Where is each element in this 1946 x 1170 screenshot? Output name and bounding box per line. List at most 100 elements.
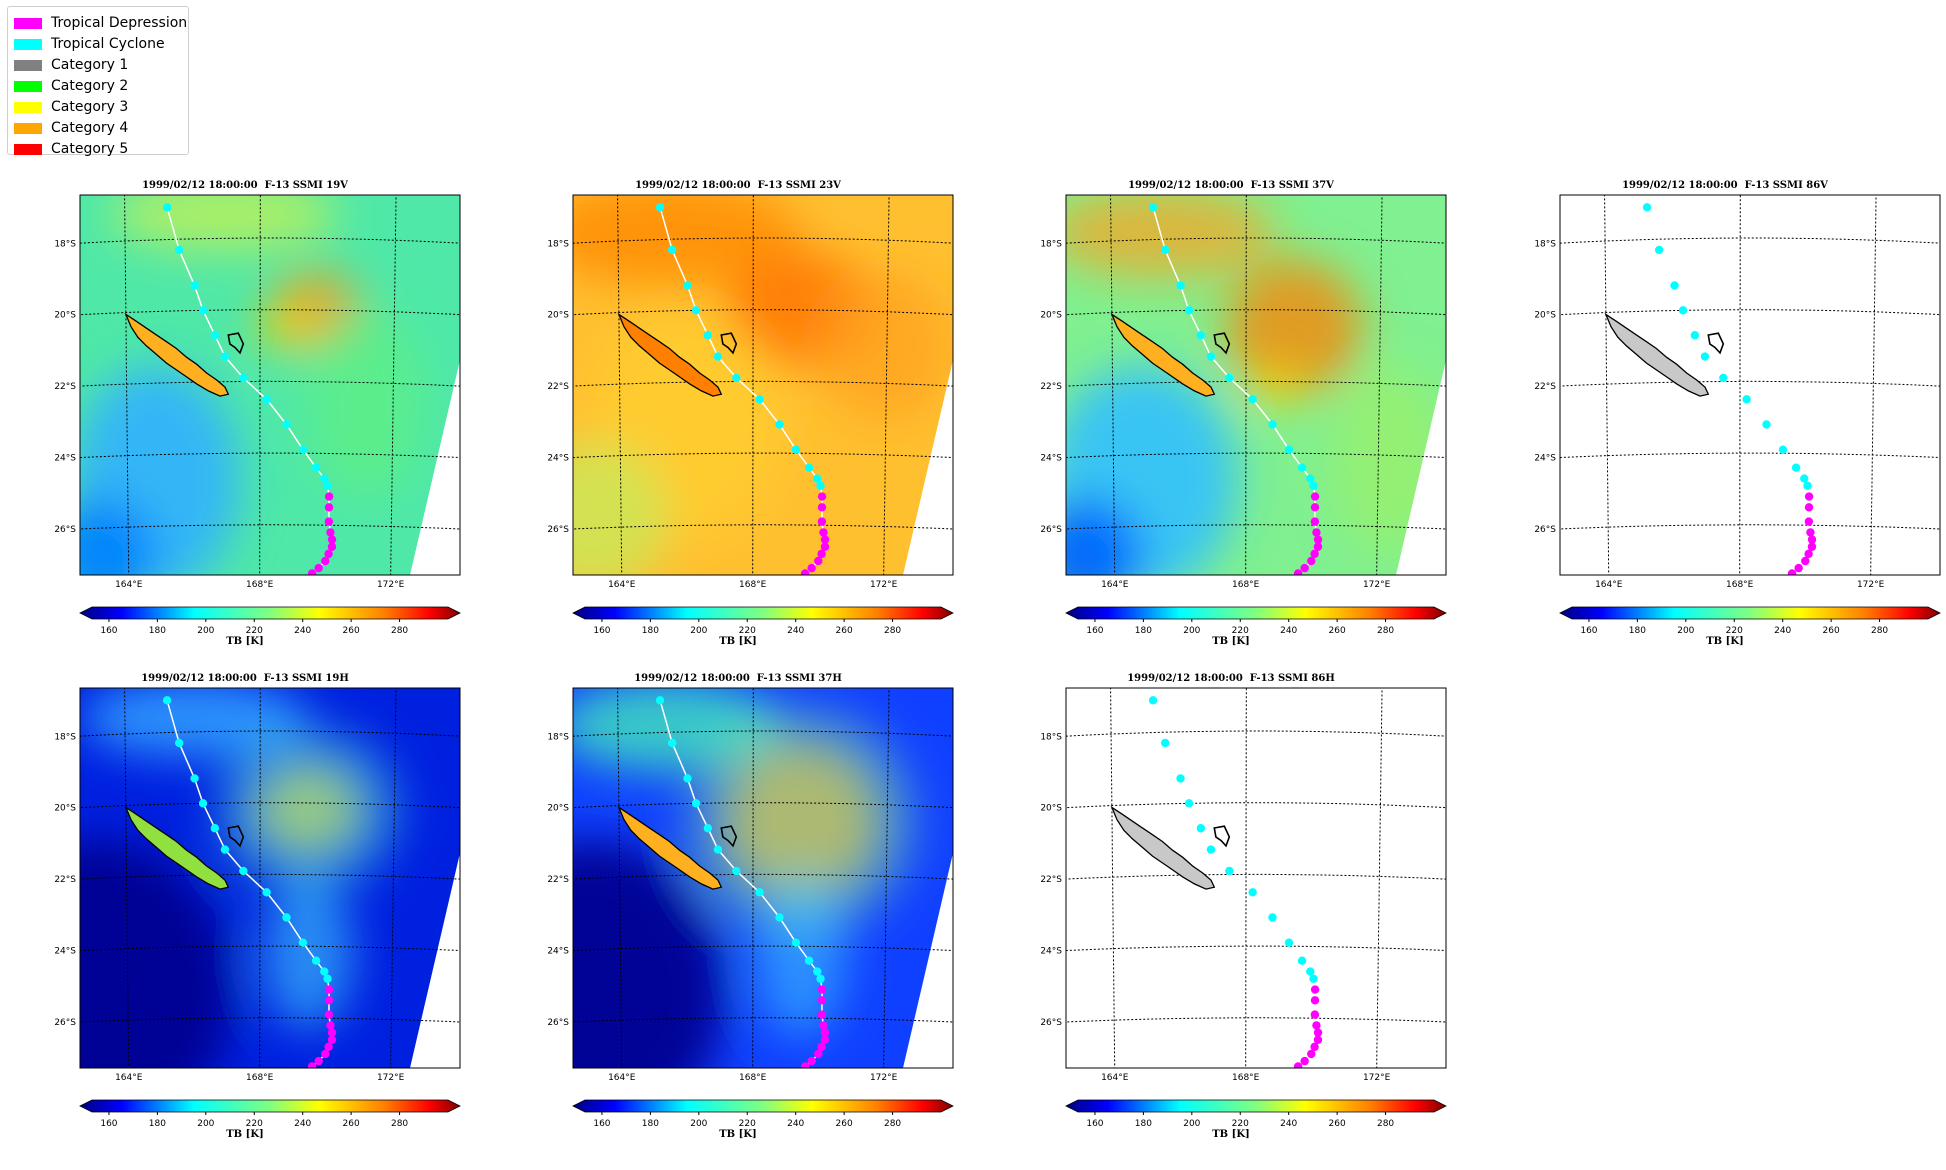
- colorbar-tick-label: 220: [246, 1119, 263, 1129]
- lon-label: 164°E: [115, 1073, 143, 1083]
- lifou-island: [720, 825, 738, 848]
- colorbar-tick-label: 200: [197, 1119, 214, 1129]
- track-point: [1307, 556, 1316, 566]
- track-point: [732, 373, 741, 383]
- track-point: [1206, 845, 1216, 854]
- graticule: [573, 195, 953, 575]
- lat-label: 22°S: [1040, 875, 1062, 885]
- track-point: [667, 738, 677, 748]
- lat-label: 22°S: [54, 382, 76, 392]
- track-point: [190, 281, 199, 290]
- track-point: [320, 474, 329, 483]
- legend-label: Category 3: [51, 99, 129, 115]
- track-point: [813, 474, 822, 483]
- colorbar-tick-label: 220: [1726, 626, 1743, 636]
- track-point: [1176, 774, 1185, 783]
- lat-label: 20°S: [1040, 804, 1062, 814]
- colorbar-label: TB [K]: [719, 1129, 757, 1140]
- colorbar: [572, 1099, 954, 1113]
- track-point: [1794, 563, 1803, 573]
- track-point: [1807, 542, 1817, 551]
- lat-label: 26°S: [54, 525, 76, 535]
- map-svg: 18°S 20°S 22°S 24°S 26°S 164°E 168°E 172°E 160 18…: [547, 687, 954, 1129]
- track-point: [262, 888, 271, 897]
- track-point: [804, 956, 814, 965]
- lon-label: 168°E: [1232, 1073, 1260, 1083]
- track-point: [326, 528, 335, 537]
- lat-label: 22°S: [54, 875, 76, 885]
- track-point: [324, 517, 334, 526]
- map-panel-v23: 1999/02/12 18:00:00 F-13 SSMI 23V 18°S 20°…: [493, 177, 983, 677]
- lon-label: 168°E: [246, 580, 274, 590]
- track-point: [1806, 528, 1815, 537]
- track-point: [327, 535, 337, 544]
- map-panel-v37: 1999/02/12 18:00:00 F-13 SSMI 37V 18°S 20°…: [986, 177, 1476, 677]
- track-point: [816, 481, 825, 490]
- track-point: [298, 445, 308, 454]
- track-point: [1804, 503, 1814, 512]
- legend-item-category-4: Category 4: [14, 119, 128, 137]
- colorbar-tick-label: 240: [787, 626, 804, 636]
- lat-label: 24°S: [547, 946, 569, 956]
- legend-item-category-1: Category 1: [14, 56, 128, 74]
- lon-label: 172°E: [870, 1073, 898, 1083]
- track-point: [1284, 938, 1294, 947]
- track-point: [220, 845, 230, 854]
- track-point: [755, 888, 764, 897]
- lat-label: 20°S: [547, 311, 569, 321]
- track-point: [1268, 420, 1277, 429]
- graticule: [80, 195, 460, 575]
- colorbar-tick-label: 260: [836, 1119, 853, 1129]
- colorbar-tick-label: 180: [1135, 1119, 1152, 1129]
- lon-label: 168°E: [1232, 580, 1260, 590]
- legend-swatch: [14, 38, 42, 50]
- track-point: [1300, 1056, 1309, 1066]
- track-point: [162, 203, 172, 212]
- legend-item-category-5: Category 5: [14, 140, 128, 158]
- track-point: [324, 503, 334, 512]
- colorbar-tick-label: 240: [1280, 1119, 1297, 1129]
- track-point: [320, 967, 329, 976]
- track-point: [819, 528, 828, 537]
- track-point: [321, 556, 330, 566]
- colorbar-tick-label: 260: [836, 626, 853, 636]
- track-point: [1225, 866, 1234, 876]
- track-point: [1306, 474, 1315, 483]
- lat-label: 26°S: [1040, 1018, 1062, 1028]
- graticule: [1066, 195, 1446, 575]
- new-caledonia-land: [617, 312, 723, 397]
- lat-label: 26°S: [547, 1018, 569, 1028]
- track-point: [1310, 503, 1320, 512]
- track-point: [1148, 203, 1158, 212]
- colorbar-label: TB [K]: [1706, 636, 1744, 647]
- track-point: [691, 306, 701, 315]
- track-point: [307, 1062, 317, 1068]
- colorbar-tick-label: 240: [1280, 626, 1297, 636]
- track-point: [1690, 331, 1700, 340]
- track-point: [1310, 492, 1320, 501]
- lat-label: 20°S: [547, 804, 569, 814]
- map-svg: 18°S 20°S 22°S 24°S 26°S 164°E 168°E 172°E 160 18…: [547, 194, 954, 636]
- colorbar-tick-label: 180: [642, 1119, 659, 1129]
- track-point: [1268, 913, 1277, 922]
- colorbar-tick-label: 260: [343, 1119, 360, 1129]
- track-point: [262, 395, 271, 404]
- legend-swatch: [14, 17, 42, 29]
- colorbar-label: TB [K]: [1212, 1129, 1250, 1140]
- track-point: [817, 517, 827, 526]
- track-point: [1803, 481, 1812, 490]
- track-point: [324, 1010, 334, 1019]
- track-point: [1719, 373, 1728, 383]
- brightness-temperature-field: [573, 688, 953, 1068]
- track-point: [713, 352, 723, 361]
- track-point: [327, 1028, 337, 1037]
- map-panel-v19: 1999/02/12 18:00:00 F-13 SSMI 19V 18°S 20°…: [0, 177, 490, 677]
- track-point: [1313, 1035, 1323, 1044]
- track-point: [813, 967, 822, 976]
- colorbar-tick-label: 200: [690, 626, 707, 636]
- legend-label: Tropical Depression: [51, 15, 188, 31]
- lat-label: 22°S: [1040, 382, 1062, 392]
- legend-label: Category 5: [51, 141, 129, 157]
- track-point: [324, 996, 334, 1005]
- track-point: [314, 1056, 323, 1066]
